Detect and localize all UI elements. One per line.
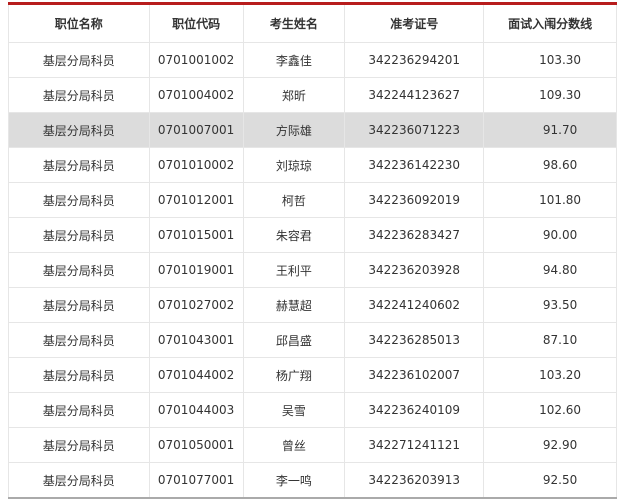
table-row: 基层分局科员 0701043001 邱昌盛 342236285013 87.10 <box>8 322 617 358</box>
cell-position-name: 基层分局科员 <box>8 42 150 78</box>
cell-score-line: 103.30 <box>483 42 617 78</box>
table-row: 基层分局科员 0701019001 王利平 342236203928 94.80 <box>8 252 617 288</box>
cell-exam-number: 342244123627 <box>344 77 485 113</box>
cell-exam-number: 342236240109 <box>344 392 485 428</box>
cell-position-code: 0701007001 <box>148 112 244 148</box>
cell-exam-number: 342236071223 <box>344 112 485 148</box>
header-position-code: 职位代码 <box>148 3 244 43</box>
cell-score-line: 102.60 <box>483 392 617 428</box>
cell-position-name: 基层分局科员 <box>8 112 150 148</box>
cell-position-name: 基层分局科员 <box>8 252 150 288</box>
cell-position-name: 基层分局科员 <box>8 357 150 393</box>
header-candidate-name: 考生姓名 <box>242 3 346 43</box>
cell-candidate-name: 吴雪 <box>242 392 346 428</box>
cell-score-line: 92.50 <box>483 462 617 499</box>
table-row: 基层分局科员 0701027002 赫慧超 342241240602 93.50 <box>8 287 617 323</box>
header-exam-number: 准考证号 <box>344 3 485 43</box>
cell-candidate-name: 刘琼琼 <box>242 147 346 183</box>
cell-candidate-name: 杨广翔 <box>242 357 346 393</box>
table-row: 基层分局科员 0701010002 刘琼琼 342236142230 98.60 <box>8 147 617 183</box>
cell-position-code: 0701050001 <box>148 427 244 463</box>
table-row: 基层分局科员 0701012001 柯哲 342236092019 101.80 <box>8 182 617 218</box>
cell-candidate-name: 李一鸣 <box>242 462 346 499</box>
cell-exam-number: 342271241121 <box>344 427 485 463</box>
cell-exam-number: 342236285013 <box>344 322 485 358</box>
cell-position-code: 0701019001 <box>148 252 244 288</box>
cell-candidate-name: 王利平 <box>242 252 346 288</box>
cell-position-name: 基层分局科员 <box>8 322 150 358</box>
header-row: 职位名称 职位代码 考生姓名 准考证号 面试入闱分数线 <box>8 3 617 43</box>
cell-position-code: 0701077001 <box>148 462 244 499</box>
table-row: 基层分局科员 0701004002 郑昕 342244123627 109.30 <box>8 77 617 113</box>
cell-candidate-name: 李鑫佳 <box>242 42 346 78</box>
table-row: 基层分局科员 0701015001 朱容君 342236283427 90.00 <box>8 217 617 253</box>
cell-score-line: 109.30 <box>483 77 617 113</box>
cell-position-code: 0701043001 <box>148 322 244 358</box>
cell-position-name: 基层分局科员 <box>8 77 150 113</box>
cell-position-name: 基层分局科员 <box>8 182 150 218</box>
cell-exam-number: 342236203928 <box>344 252 485 288</box>
cell-exam-number: 342236283427 <box>344 217 485 253</box>
cell-position-name: 基层分局科员 <box>8 147 150 183</box>
cell-position-name: 基层分局科员 <box>8 392 150 428</box>
cell-exam-number: 342236294201 <box>344 42 485 78</box>
cell-candidate-name: 邱昌盛 <box>242 322 346 358</box>
cell-candidate-name: 方际雄 <box>242 112 346 148</box>
cell-position-code: 0701010002 <box>148 147 244 183</box>
table-row: 基层分局科员 0701001002 李鑫佳 342236294201 103.30 <box>8 42 617 78</box>
table-row: 基层分局科员 0701044003 吴雪 342236240109 102.60 <box>8 392 617 428</box>
cell-exam-number: 342236102007 <box>344 357 485 393</box>
table-row: 基层分局科员 0701050001 曾丝 342271241121 92.90 <box>8 427 617 463</box>
table-row: 基层分局科员 0701044002 杨广翔 342236102007 103.20 <box>8 357 617 393</box>
cell-position-name: 基层分局科员 <box>8 462 150 499</box>
cell-score-line: 101.80 <box>483 182 617 218</box>
header-score-line: 面试入闱分数线 <box>483 3 617 43</box>
cell-exam-number: 342236203913 <box>344 462 485 499</box>
cell-position-name: 基层分局科员 <box>8 287 150 323</box>
cell-position-name: 基层分局科员 <box>8 217 150 253</box>
header-position-name: 职位名称 <box>8 3 150 43</box>
cell-score-line: 94.80 <box>483 252 617 288</box>
cell-position-name: 基层分局科员 <box>8 427 150 463</box>
cell-score-line: 103.20 <box>483 357 617 393</box>
table-row: 基层分局科员 0701077001 李一鸣 342236203913 92.50 <box>8 462 617 499</box>
cell-score-line: 90.00 <box>483 217 617 253</box>
cell-position-code: 0701015001 <box>148 217 244 253</box>
cell-exam-number: 342236092019 <box>344 182 485 218</box>
cell-score-line: 98.60 <box>483 147 617 183</box>
cell-position-code: 0701004002 <box>148 77 244 113</box>
cell-position-code: 0701027002 <box>148 287 244 323</box>
cell-candidate-name: 赫慧超 <box>242 287 346 323</box>
results-table: 职位名称 职位代码 考生姓名 准考证号 面试入闱分数线 基层分局科员 070100… <box>8 2 617 499</box>
cell-position-code: 0701044003 <box>148 392 244 428</box>
table-row: 基层分局科员 0701007001 方际雄 342236071223 91.70 <box>8 112 617 148</box>
cell-candidate-name: 郑昕 <box>242 77 346 113</box>
cell-exam-number: 342241240602 <box>344 287 485 323</box>
cell-candidate-name: 曾丝 <box>242 427 346 463</box>
cell-position-code: 0701044002 <box>148 357 244 393</box>
cell-position-code: 0701001002 <box>148 42 244 78</box>
cell-candidate-name: 朱容君 <box>242 217 346 253</box>
cell-position-code: 0701012001 <box>148 182 244 218</box>
cell-score-line: 93.50 <box>483 287 617 323</box>
cell-score-line: 92.90 <box>483 427 617 463</box>
cell-score-line: 87.10 <box>483 322 617 358</box>
cell-candidate-name: 柯哲 <box>242 182 346 218</box>
cell-score-line: 91.70 <box>483 112 617 148</box>
cell-exam-number: 342236142230 <box>344 147 485 183</box>
